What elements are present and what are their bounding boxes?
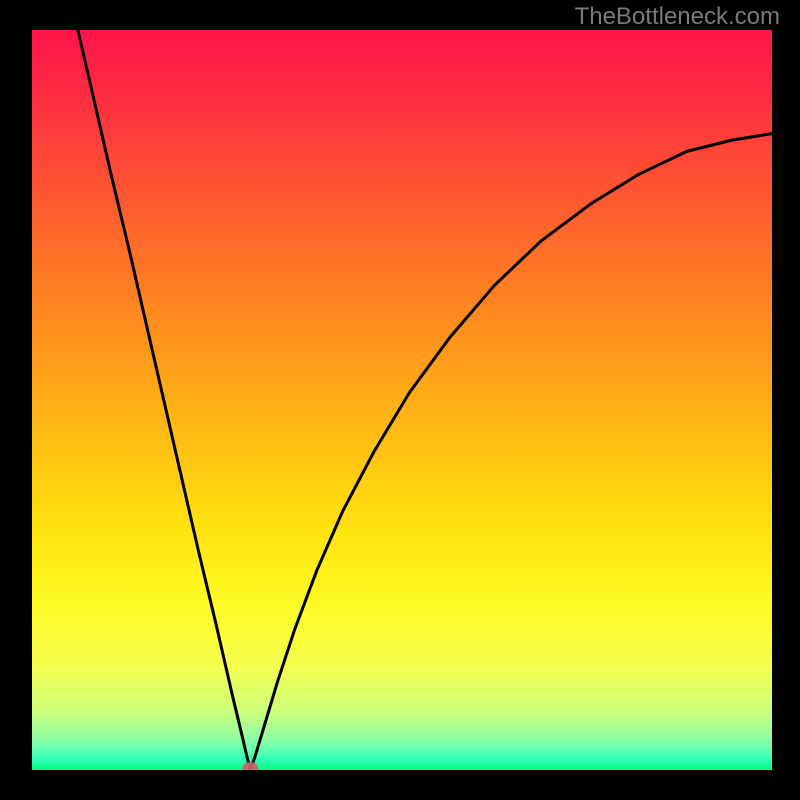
gradient-background [32, 30, 772, 770]
plot-area [32, 30, 772, 770]
chart-canvas: TheBottleneck.com [0, 0, 800, 800]
watermark-text: TheBottleneck.com [575, 3, 780, 31]
plot-svg [32, 30, 772, 770]
